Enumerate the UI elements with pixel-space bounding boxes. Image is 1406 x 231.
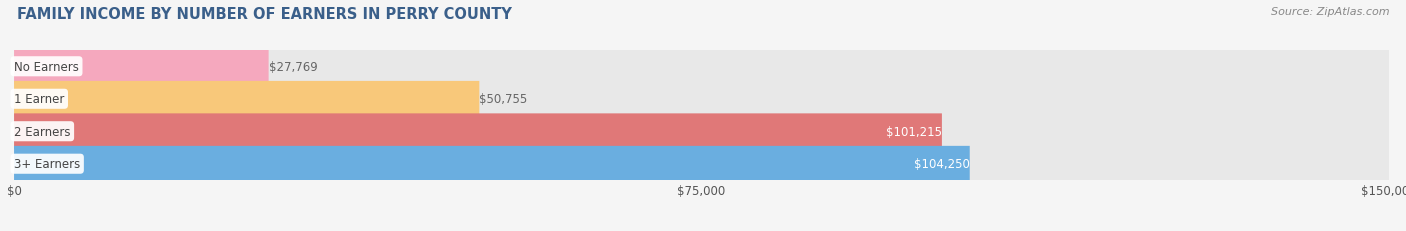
FancyBboxPatch shape [14,146,970,182]
FancyBboxPatch shape [14,114,1389,149]
Text: 2 Earners: 2 Earners [14,125,70,138]
Text: $104,250: $104,250 [914,158,970,170]
Text: 1 Earner: 1 Earner [14,93,65,106]
Text: Source: ZipAtlas.com: Source: ZipAtlas.com [1271,7,1389,17]
Text: $101,215: $101,215 [886,125,942,138]
Text: FAMILY INCOME BY NUMBER OF EARNERS IN PERRY COUNTY: FAMILY INCOME BY NUMBER OF EARNERS IN PE… [17,7,512,22]
Text: $50,755: $50,755 [479,93,527,106]
Text: No Earners: No Earners [14,61,79,73]
Text: $27,769: $27,769 [269,61,318,73]
FancyBboxPatch shape [14,49,1389,85]
FancyBboxPatch shape [14,82,1389,117]
FancyBboxPatch shape [14,114,942,149]
FancyBboxPatch shape [14,49,269,85]
Text: 3+ Earners: 3+ Earners [14,158,80,170]
FancyBboxPatch shape [14,146,1389,182]
FancyBboxPatch shape [14,82,479,117]
